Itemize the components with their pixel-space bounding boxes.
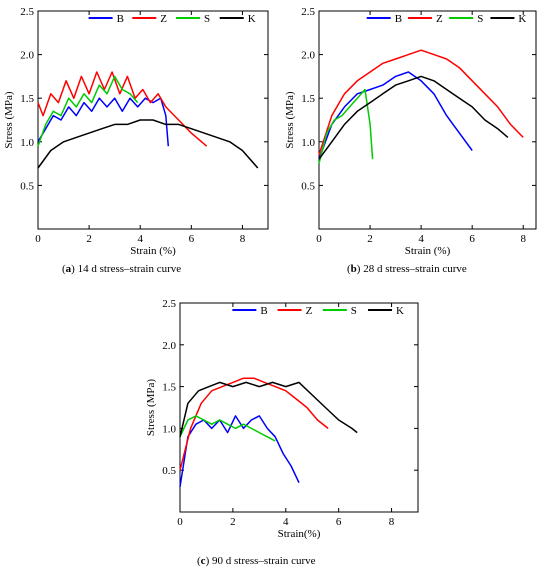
y-tick-label-c: 1.5 xyxy=(162,382,176,394)
plot-a: 0 2 4 6 8 0.5 1.0 1.5 2.0 2.5 Strain (%) Stress (MP… xyxy=(3,6,269,257)
series-line-s-c xyxy=(179,415,276,442)
series-line-s-a xyxy=(37,75,139,147)
y-tick-label-c: 0.5 xyxy=(162,465,176,477)
caption-c-text: 90 d stress–strain curve xyxy=(209,555,316,567)
y-axis-label-c: Stress (MPa) xyxy=(145,379,157,436)
x-tick-label-b: 4 xyxy=(418,233,424,245)
series-line-z-a xyxy=(37,71,208,147)
y-tick-label-c: 1.0 xyxy=(162,423,176,435)
y-tick-label-a: 1.5 xyxy=(20,93,34,105)
series-line-k-a xyxy=(37,119,259,169)
y-axis-label-a: Stress (MPa) xyxy=(3,91,15,148)
series-line-k-b xyxy=(318,75,509,160)
x-axis-label-c: Strain(%) xyxy=(278,528,321,540)
series-line-z-b xyxy=(318,49,524,156)
series-line-b-c xyxy=(179,415,300,488)
x-tick-label-a: 4 xyxy=(137,233,143,245)
y-tick-label-b: 1.5 xyxy=(301,93,315,105)
y-tick-label-b: 0.5 xyxy=(301,180,315,192)
x-tick-label-a: 2 xyxy=(86,233,92,245)
x-tick-label-c: 4 xyxy=(283,516,289,528)
x-tick-label-b: 0 xyxy=(316,233,322,245)
plot-b: 0 2 4 6 8 0.5 1.0 1.5 2.0 2.5 Strain (%) Stress (MP… xyxy=(284,6,537,257)
x-tick-label-c: 0 xyxy=(177,516,183,528)
x-axis-label-b: Strain (%) xyxy=(405,245,451,257)
y-tick-label-a: 0.5 xyxy=(20,180,34,192)
y-tick-label-b: 2.5 xyxy=(301,6,315,18)
x-tick-label-c: 2 xyxy=(230,516,236,528)
x-tick-label-c: 8 xyxy=(389,516,395,528)
y-axis-label-b: Stress (MPa) xyxy=(284,91,296,148)
legend-label-s-a: S xyxy=(204,13,210,25)
series-line-s-b xyxy=(318,88,374,164)
legend-label-k-c: K xyxy=(396,305,404,317)
y-tick-label-a: 2.5 xyxy=(20,6,34,18)
plot-c: 0 2 4 6 8 0.5 1.0 1.5 2.0 2.5 Strain(%) Stress (MPa… xyxy=(145,298,419,540)
legend-label-k-a: K xyxy=(248,13,256,25)
y-tick-label-c: 2.0 xyxy=(162,340,176,352)
series-line-b-b xyxy=(318,71,473,160)
caption-b-text: 28 d stress–strain curve xyxy=(360,263,467,275)
x-tick-label-b: 6 xyxy=(469,233,475,245)
x-tick-label-c: 6 xyxy=(336,516,342,528)
plot-frame-a xyxy=(37,10,269,230)
x-tick-label-b: 8 xyxy=(520,233,526,245)
caption-a-letter: a xyxy=(65,263,72,275)
legend-label-z-b: Z xyxy=(436,13,443,25)
legend-label-b-c: B xyxy=(260,305,267,317)
y-tick-label-a: 2.0 xyxy=(20,50,34,62)
legend-label-b-a: B xyxy=(117,13,124,25)
x-tick-label-a: 0 xyxy=(35,233,41,245)
caption-a: (a) 14 d stress–strain curve xyxy=(62,263,182,275)
legend-label-s-b: S xyxy=(477,13,483,25)
series-line-b-a xyxy=(37,97,170,147)
series-line-k-c xyxy=(179,381,358,437)
plot-frame-c xyxy=(179,302,419,513)
plot-frame-b xyxy=(318,10,537,230)
series-line-z-c xyxy=(179,377,329,471)
legend-label-z-a: Z xyxy=(160,13,167,25)
y-tick-label-c: 2.5 xyxy=(162,298,176,310)
caption-c-letter: c xyxy=(200,555,206,567)
caption-a-text: 14 d stress–strain curve xyxy=(74,263,182,275)
x-tick-label-a: 8 xyxy=(240,233,246,245)
legend-label-b-b: B xyxy=(395,13,402,25)
y-tick-label-b: 1.0 xyxy=(301,137,315,149)
x-axis-label-a: Strain (%) xyxy=(130,245,176,257)
caption-b: (b) 28 d stress–strain curve xyxy=(347,263,467,275)
y-tick-label-a: 1.0 xyxy=(20,137,34,149)
legend-label-k-b: K xyxy=(518,13,526,25)
x-tick-label-a: 6 xyxy=(189,233,195,245)
x-tick-label-b: 2 xyxy=(367,233,373,245)
caption-c: (c) 90 d stress–strain curve xyxy=(197,555,316,567)
caption-b-letter: b xyxy=(350,263,357,275)
legend-label-s-c: S xyxy=(351,305,357,317)
legend-label-z-c: Z xyxy=(306,305,313,317)
y-tick-label-b: 2.0 xyxy=(301,50,315,62)
